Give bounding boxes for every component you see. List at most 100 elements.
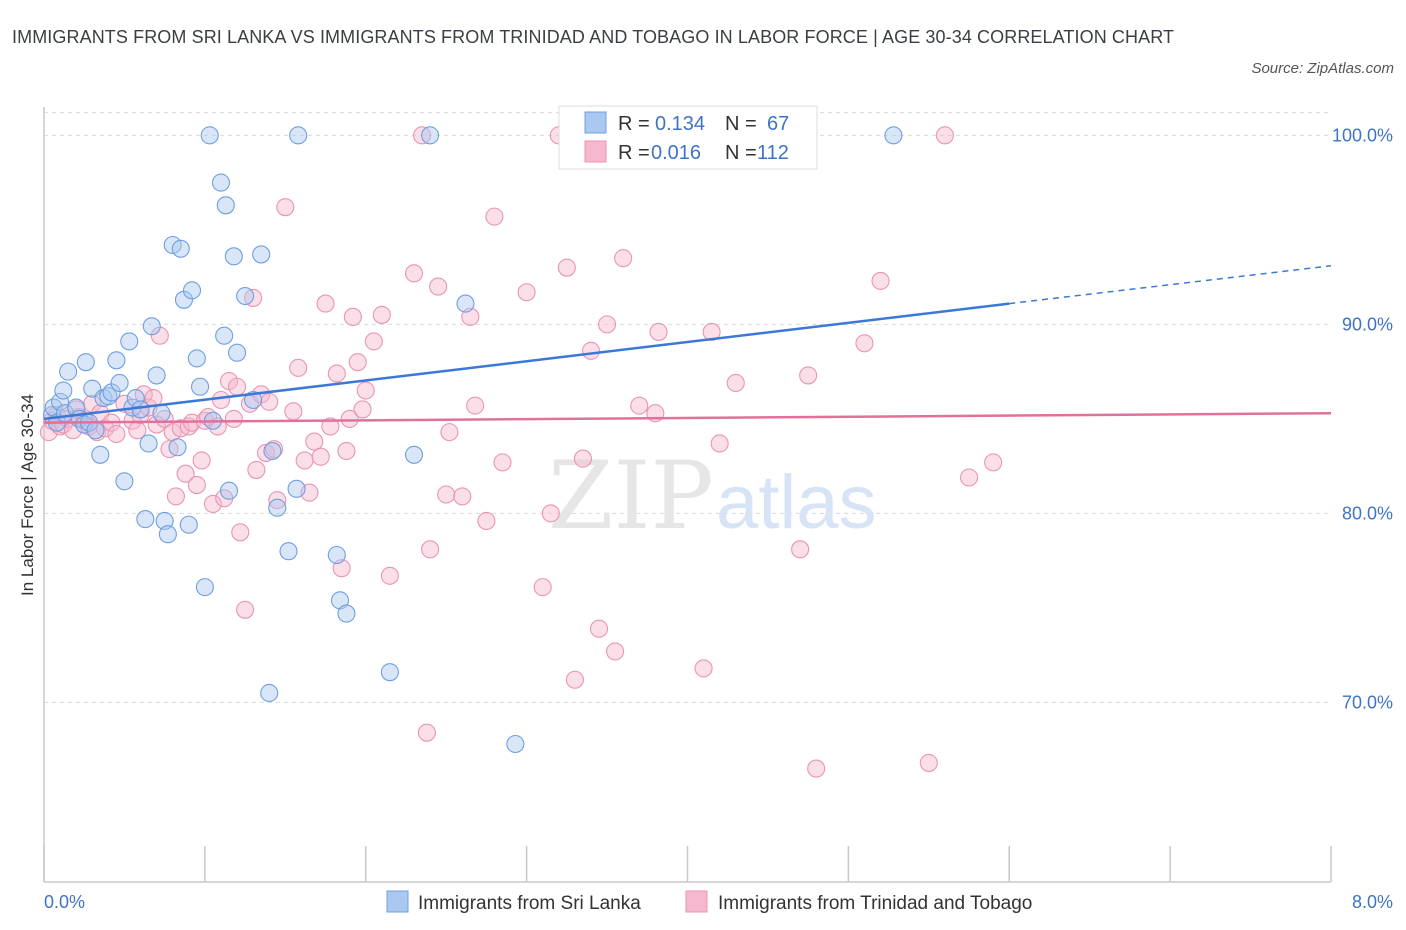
- trinidad-point: [187, 475, 206, 495]
- y-axis-tick-labels: 70.0% 80.0% 90.0% 100.0%: [1332, 125, 1393, 712]
- bottom-legend-label-trinidad: Immigrants from Trinidad and Tobago: [718, 893, 1032, 914]
- trinidad-point: [589, 619, 609, 638]
- trinidad-point: [477, 511, 496, 531]
- trinidad-point: [311, 447, 330, 466]
- y-tick-label: 80.0%: [1342, 503, 1393, 523]
- sri-lanka-point: [136, 510, 155, 529]
- sri-lanka-point: [187, 349, 206, 368]
- trinidad-point: [404, 264, 424, 283]
- trinidad-point: [493, 453, 512, 472]
- trinidad-point: [799, 366, 818, 385]
- sri-lanka-point: [91, 445, 110, 464]
- sri-lanka-point: [337, 604, 356, 623]
- legend-r-value-1: 0.134: [655, 113, 705, 135]
- bottom-legend-swatch-trinidad: [685, 890, 708, 913]
- trinidad-point: [203, 494, 222, 514]
- trinidad-point: [935, 126, 954, 145]
- series-legend: Immigrants from Sri Lanka Immigrants fro…: [386, 890, 1032, 914]
- sri-lanka-point: [142, 317, 161, 336]
- y-tick-label: 100.0%: [1332, 125, 1393, 145]
- watermark-atlas: atlas: [716, 460, 877, 545]
- sri-lanka-point: [126, 389, 145, 408]
- trinidad-point: [485, 207, 504, 226]
- trinidad-point: [871, 271, 890, 290]
- trinidad-point: [694, 659, 713, 678]
- trinidad-point: [289, 358, 308, 377]
- chart-title: IMMIGRANTS FROM SRI LANKA VS IMMIGRANTS …: [12, 27, 1175, 47]
- sri-lanka-point: [51, 392, 70, 411]
- sri-lanka-point: [190, 377, 210, 396]
- sri-lanka-point: [115, 472, 134, 491]
- sri-lanka-point: [236, 286, 255, 306]
- sri-lanka-point: [120, 332, 139, 351]
- x-tick-label-max: 8.0%: [1352, 892, 1393, 912]
- y-tick-label: 90.0%: [1342, 314, 1393, 334]
- sri-lanka-trend-line: [43, 302, 1010, 421]
- bottom-legend-swatch-sri-lanka: [386, 890, 409, 913]
- trinidad-point: [305, 432, 324, 451]
- sri-lanka-point: [211, 173, 231, 192]
- sri-lanka-point: [268, 498, 287, 517]
- trinidad-point: [192, 451, 211, 470]
- trinidad-point: [517, 283, 536, 302]
- trinidad-point: [541, 504, 560, 523]
- trinidad-point: [791, 540, 810, 559]
- trinidad-point: [466, 396, 485, 415]
- trinidad-point: [702, 322, 721, 341]
- sri-lanka-point: [287, 479, 306, 498]
- sri-lanka-point: [404, 445, 424, 464]
- trinidad-point: [437, 485, 456, 504]
- trinidad-trend-line: [43, 411, 1332, 424]
- bottom-legend-label-sri-lanka: Immigrants from Sri Lanka: [418, 893, 641, 914]
- sri-lanka-point: [168, 438, 187, 457]
- legend-r-label-2: R =: [618, 142, 650, 164]
- sri-lanka-point: [158, 525, 177, 544]
- sri-lanka-point: [456, 294, 475, 313]
- trinidad-point: [231, 523, 250, 542]
- trinidad-point: [176, 464, 195, 483]
- trinidad-point: [284, 402, 303, 421]
- sri-lanka-point: [200, 126, 219, 145]
- trinidad-point: [343, 307, 362, 326]
- sri-lanka-point: [107, 351, 126, 370]
- trinidad-point: [614, 249, 633, 268]
- legend-r-label-1: R =: [618, 113, 650, 135]
- sri-lanka-point: [171, 239, 190, 258]
- sri-lanka-point: [139, 434, 158, 453]
- legend-n-label-1: N =: [725, 113, 757, 135]
- trinidad-point: [380, 566, 399, 585]
- sri-lanka-point: [219, 481, 239, 500]
- legend-n-value-2: 112: [757, 142, 789, 164]
- sri-lanka-point: [289, 126, 308, 145]
- trinidad-point: [565, 670, 584, 689]
- grid-lines: [44, 112, 1331, 703]
- legend-n-label-2: N =: [725, 142, 757, 164]
- trinidad-point: [919, 753, 938, 772]
- sri-lanka-point: [263, 441, 282, 461]
- trinidad-point: [316, 294, 335, 313]
- trinidad-point: [598, 315, 617, 334]
- trinidad-point: [228, 377, 247, 396]
- watermark-zip: ZIP: [548, 442, 714, 551]
- sri-lanka-point: [244, 390, 263, 410]
- trinidad-point: [984, 453, 1003, 472]
- trinidad-point: [807, 759, 826, 778]
- trinidad-point: [649, 322, 668, 341]
- trinidad-point: [247, 460, 266, 479]
- trinidad-point: [557, 258, 576, 277]
- x-tick-label-min: 0.0%: [44, 892, 85, 912]
- sri-lanka-point: [179, 515, 198, 534]
- trinidad-point: [321, 417, 340, 436]
- sri-lanka-point: [152, 404, 171, 423]
- sri-lanka-point: [59, 362, 78, 381]
- trinidad-point: [606, 642, 625, 661]
- trinidad-point: [710, 434, 729, 453]
- sri-lanka-point: [195, 578, 214, 597]
- trinidad-point: [726, 373, 745, 393]
- sri-lanka-point: [252, 245, 271, 264]
- trinidad-point: [348, 353, 367, 372]
- y-tick-label: 70.0%: [1342, 692, 1393, 712]
- trinidad-point: [372, 305, 391, 324]
- sri-lanka-point: [131, 400, 150, 419]
- trinidad-point: [453, 487, 472, 506]
